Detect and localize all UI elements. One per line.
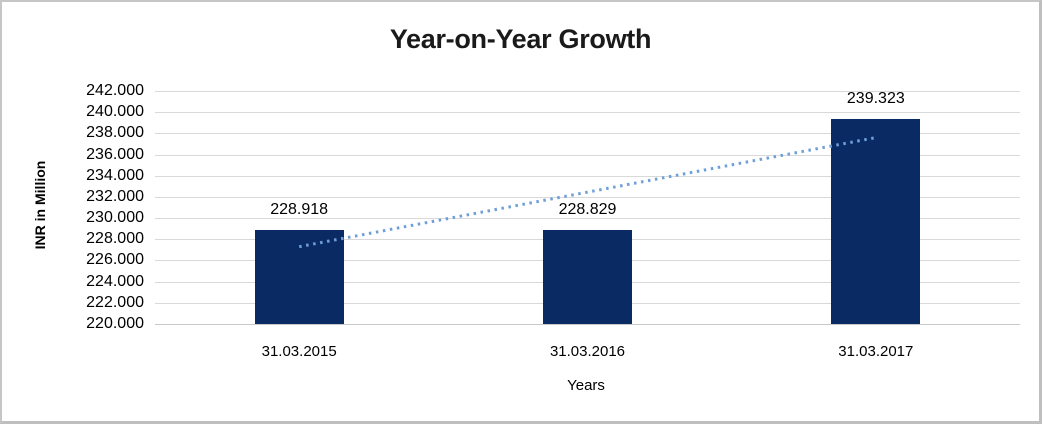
gridline <box>155 133 1020 135</box>
data-label: 228.829 <box>558 201 617 219</box>
y-axis-tick-label: 224.000 <box>86 272 144 290</box>
y-axis-tick-label: 238.000 <box>86 124 144 142</box>
y-axis-tick-label: 236.000 <box>86 145 144 163</box>
gridline <box>155 218 1020 220</box>
gridline <box>155 154 1020 156</box>
y-axis-tick-label: 240.000 <box>86 103 144 121</box>
x-axis-title: Years <box>567 377 605 394</box>
y-axis-tick-label: 222.000 <box>86 293 144 311</box>
y-axis-tick-label: 228.000 <box>86 230 144 248</box>
y-axis-tick-label: 234.000 <box>86 166 144 184</box>
chart-title: Year-on-Year Growth <box>389 24 652 54</box>
y-axis-tick-label: 242.000 <box>86 82 144 99</box>
y-axis-tick-label: 232.000 <box>86 187 144 205</box>
gridline <box>155 175 1020 177</box>
x-axis-tick-label: 31.03.2015 <box>261 343 337 360</box>
bar <box>831 119 921 324</box>
x-axis-tick-label: 31.03.2016 <box>549 343 626 360</box>
x-axis-tick-label: 31.03.2017 <box>838 343 914 360</box>
gridline <box>155 91 1020 92</box>
data-label: 228.918 <box>270 200 329 218</box>
x-axis-line <box>155 324 1020 325</box>
y-axis-tick-label: 220.000 <box>86 315 144 332</box>
data-label: 239.323 <box>846 90 905 108</box>
gridline <box>155 196 1020 198</box>
gridline <box>155 112 1020 114</box>
bar <box>543 230 632 324</box>
y-axis-tick-label: 230.000 <box>86 209 144 227</box>
y-axis-tick-label: 226.000 <box>86 251 144 269</box>
